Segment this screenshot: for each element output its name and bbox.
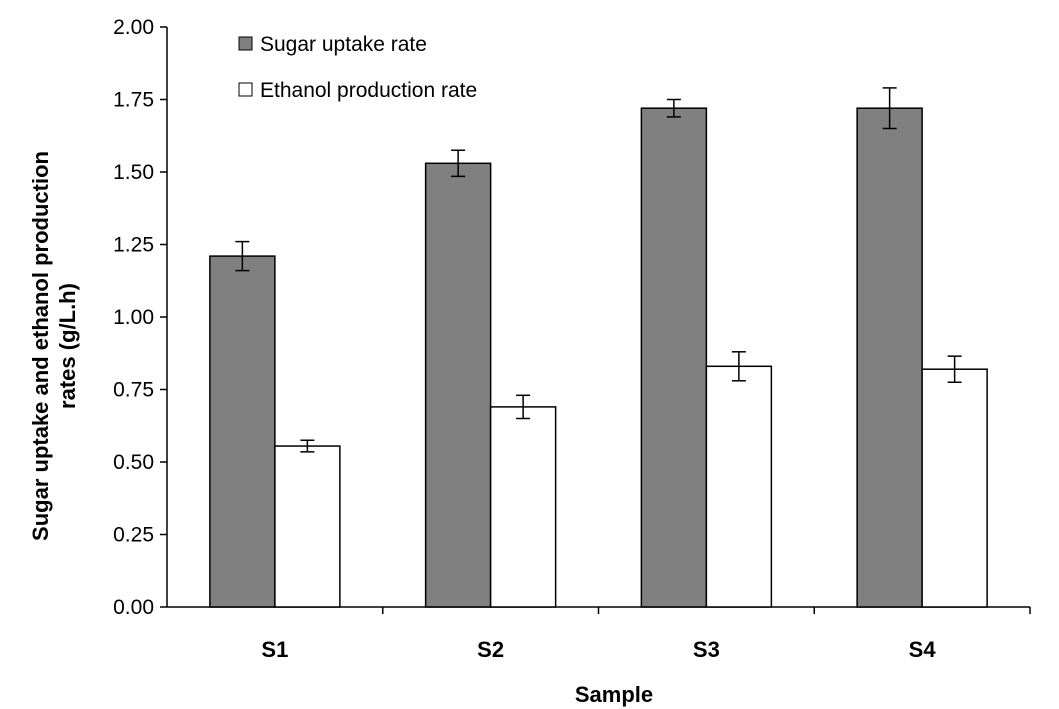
y-tick-label: 1.00 (113, 306, 154, 329)
bar-ethanol-production (489, 406, 557, 608)
bar-sugar-uptake (856, 107, 923, 608)
x-category-label: S3 (693, 637, 720, 662)
legend-label-sugar: Sugar uptake rate (260, 33, 427, 56)
x-category-label: S1 (261, 637, 288, 662)
y-tick-label: 1.50 (113, 161, 154, 184)
y-axis-title-line-1: Sugar uptake and ethanol production (28, 151, 53, 541)
y-tick-label: 0.00 (113, 596, 154, 619)
legend: Sugar uptake rate Ethanol production rat… (238, 33, 477, 102)
bar-ethanol-production (705, 365, 773, 608)
legend-label-ethanol: Ethanol production rate (260, 79, 477, 102)
legend-swatch-ethanol (238, 82, 253, 97)
y-tick-label: 0.50 (113, 451, 154, 474)
bar-sugar-uptake (209, 255, 276, 608)
plot-area: 0.00 0.25 0.50 0.75 1.00 1.25 1.50 1.75 2.00 S1 S2… (113, 16, 1031, 662)
y-axis-title-line-2: rates (g/L.h) (55, 283, 80, 409)
x-axis-title: Sample (575, 682, 653, 707)
bar-sugar-uptake (424, 162, 492, 608)
y-tick-label: 2.00 (113, 16, 154, 39)
y-axis-title: Sugar uptake and ethanol production rate… (28, 151, 80, 541)
legend-swatch-sugar (238, 36, 253, 51)
y-tick-label: 1.75 (113, 89, 154, 112)
y-tick-label: 0.25 (113, 524, 154, 547)
y-tick-label: 0.75 (113, 379, 154, 402)
y-tick-label: 1.25 (113, 234, 154, 257)
x-category-label: S4 (909, 637, 937, 662)
bar-sugar-uptake (640, 107, 708, 608)
x-category-label: S2 (477, 637, 504, 662)
bar-ethanol-production (921, 368, 988, 608)
bar-ethanol-production (274, 445, 341, 608)
